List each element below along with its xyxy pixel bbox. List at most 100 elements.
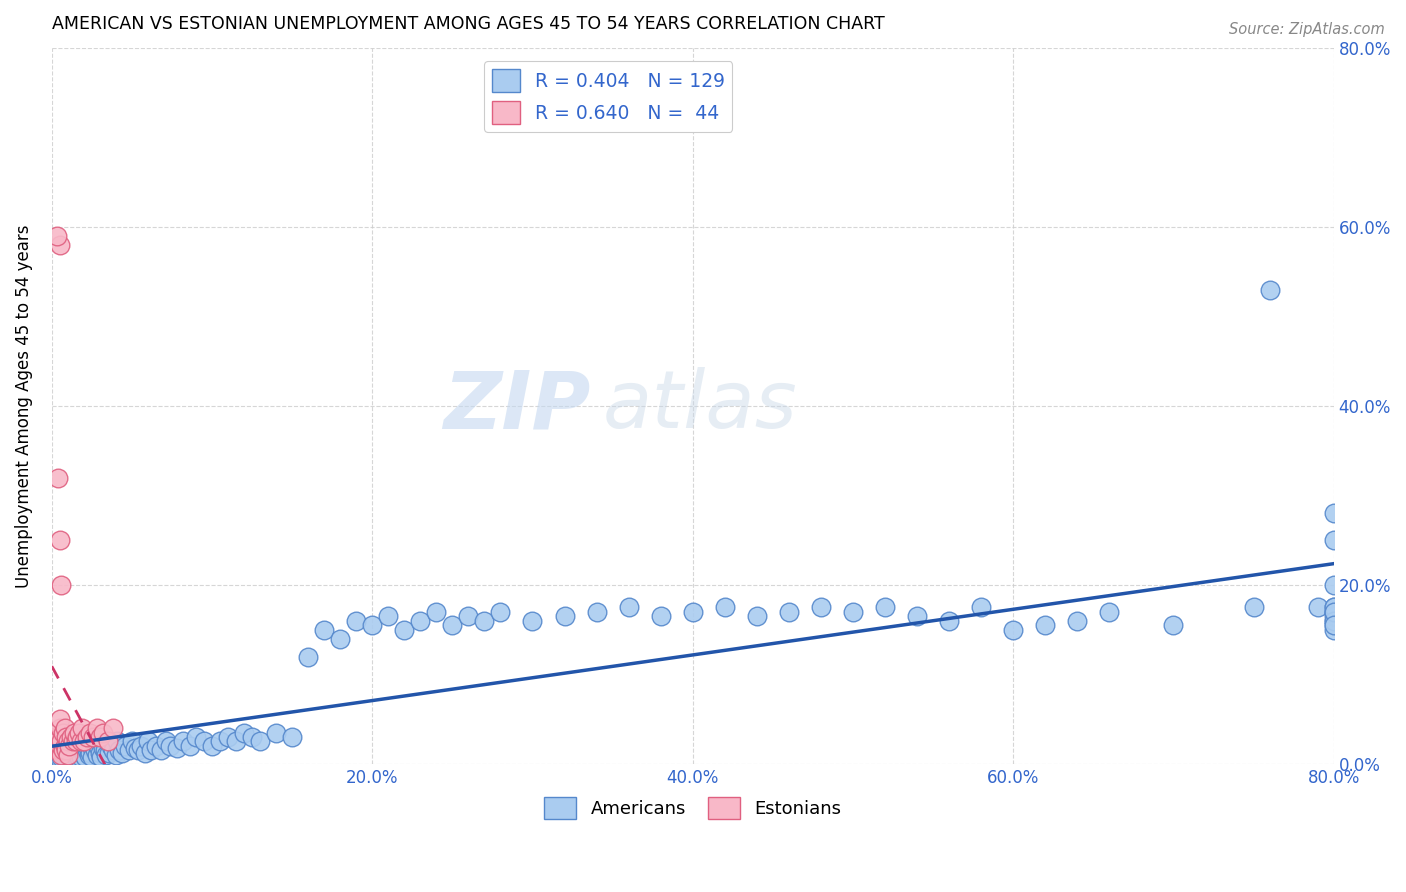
Point — [377, 609, 399, 624]
Point — [58, 747, 80, 762]
Point — [1002, 623, 1025, 637]
Point — [52, 743, 75, 757]
Point — [100, 739, 122, 753]
Point — [82, 730, 104, 744]
Point — [46, 747, 69, 762]
Point — [49, 739, 72, 753]
Point — [585, 605, 607, 619]
Point — [208, 734, 231, 748]
Point — [159, 739, 181, 753]
Point — [264, 725, 287, 739]
Point — [49, 734, 72, 748]
Point — [457, 609, 479, 624]
Point — [1258, 283, 1281, 297]
Point — [56, 739, 79, 753]
Point — [329, 632, 352, 646]
Point — [201, 739, 224, 753]
Point — [67, 751, 90, 765]
Point — [73, 747, 96, 762]
Point — [810, 600, 832, 615]
Point — [713, 600, 735, 615]
Point — [1323, 600, 1346, 615]
Point — [63, 725, 86, 739]
Point — [1323, 614, 1346, 628]
Y-axis label: Unemployment Among Ages 45 to 54 years: Unemployment Among Ages 45 to 54 years — [15, 225, 32, 588]
Point — [233, 725, 256, 739]
Text: atlas: atlas — [603, 368, 797, 445]
Point — [166, 740, 188, 755]
Point — [1323, 618, 1346, 632]
Point — [62, 746, 84, 760]
Point — [474, 614, 496, 628]
Point — [155, 734, 177, 748]
Point — [1323, 533, 1346, 548]
Point — [111, 746, 134, 760]
Point — [55, 730, 77, 744]
Point — [281, 730, 304, 744]
Point — [76, 739, 98, 753]
Point — [49, 238, 72, 252]
Point — [873, 600, 896, 615]
Point — [409, 614, 432, 628]
Point — [1323, 507, 1346, 521]
Point — [489, 605, 512, 619]
Point — [75, 749, 97, 764]
Legend: Americans, Estonians: Americans, Estonians — [537, 789, 849, 826]
Point — [131, 739, 153, 753]
Point — [225, 734, 247, 748]
Point — [49, 752, 72, 766]
Point — [90, 749, 112, 764]
Point — [91, 740, 114, 755]
Point — [51, 578, 73, 592]
Point — [55, 743, 77, 757]
Point — [70, 734, 93, 748]
Point — [217, 730, 239, 744]
Point — [107, 734, 129, 748]
Point — [425, 605, 447, 619]
Point — [179, 739, 201, 753]
Point — [66, 747, 89, 762]
Point — [172, 734, 194, 748]
Point — [145, 739, 167, 753]
Point — [58, 739, 80, 753]
Point — [69, 734, 91, 748]
Point — [56, 749, 79, 764]
Point — [1323, 600, 1346, 615]
Point — [80, 749, 103, 764]
Point — [86, 747, 108, 762]
Point — [394, 623, 416, 637]
Point — [51, 734, 73, 748]
Point — [62, 739, 84, 753]
Point — [970, 600, 993, 615]
Point — [1033, 618, 1056, 632]
Point — [76, 743, 98, 757]
Point — [101, 743, 124, 757]
Point — [96, 747, 118, 762]
Point — [63, 752, 86, 766]
Point — [1323, 605, 1346, 619]
Point — [1323, 623, 1346, 637]
Point — [49, 743, 72, 757]
Point — [65, 734, 87, 748]
Point — [49, 721, 72, 735]
Point — [46, 471, 69, 485]
Point — [1323, 614, 1346, 628]
Point — [45, 743, 67, 757]
Point — [1323, 605, 1346, 619]
Point — [193, 734, 215, 748]
Text: Source: ZipAtlas.com: Source: ZipAtlas.com — [1229, 22, 1385, 37]
Point — [80, 740, 103, 755]
Point — [46, 730, 69, 744]
Point — [108, 743, 131, 757]
Point — [249, 734, 271, 748]
Point — [52, 725, 75, 739]
Point — [134, 746, 156, 760]
Point — [361, 618, 384, 632]
Point — [52, 746, 75, 760]
Point — [67, 725, 90, 739]
Point — [98, 746, 121, 760]
Point — [91, 725, 114, 739]
Point — [46, 739, 69, 753]
Point — [70, 721, 93, 735]
Point — [49, 712, 72, 726]
